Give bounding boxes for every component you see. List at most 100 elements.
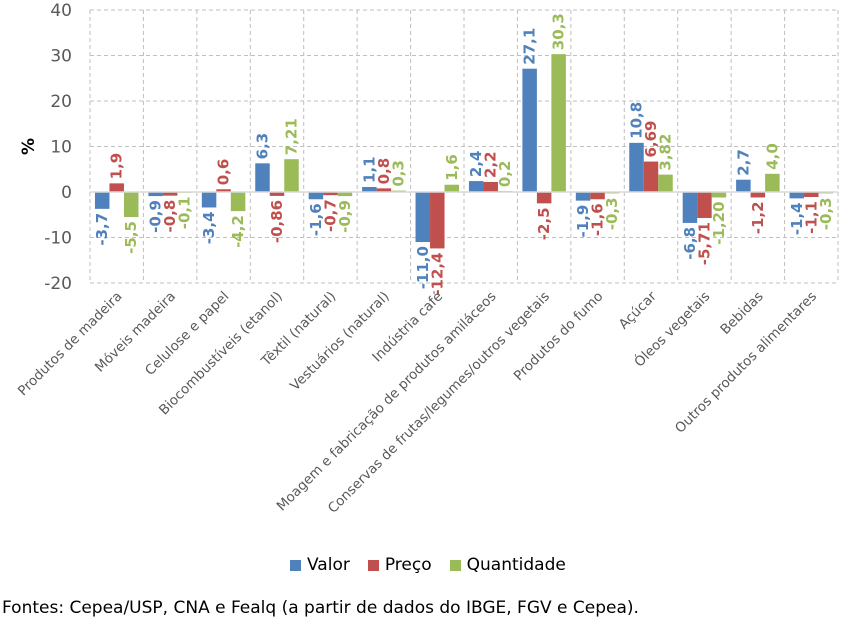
data-label: 0,8 [375, 158, 393, 185]
data-labels: -3,7 -0,9 -3,4 6,3 -1,6 1,1 -11,0 2,4 27,1 -1,9 10… [93, 13, 835, 296]
data-label: 2,4 [467, 151, 485, 178]
legend-item-preco: Preço [367, 555, 432, 575]
source-note: Fontes: Cepea/USP, CNA e Fealq (a partir… [2, 598, 639, 618]
legend-item-quantidade: Quantidade [449, 555, 566, 575]
category-label: Produtos de madeira [15, 289, 126, 400]
bar-preço [216, 189, 231, 192]
data-label: 3,82 [657, 134, 675, 171]
category-label: Bebidas [717, 289, 766, 338]
data-label: -11,0 [414, 246, 432, 289]
bar-valor [94, 192, 110, 209]
bar-valor [415, 192, 431, 243]
legend-swatch-preco [367, 559, 379, 571]
bar-preço [430, 192, 445, 249]
data-label: -2,5 [535, 207, 553, 240]
bar-valor [308, 192, 324, 200]
data-label: 0,6 [215, 159, 233, 186]
bar-preço [804, 192, 819, 198]
data-label: 1,6 [443, 154, 461, 181]
bar-valor [522, 68, 537, 192]
y-tick-label: 10 [50, 138, 72, 158]
data-label: 30,3 [550, 13, 568, 50]
bar-quantidade [444, 184, 460, 192]
bar-preço [483, 181, 498, 192]
bar-preço [536, 192, 552, 204]
data-label: -0,86 [268, 200, 286, 243]
category-label: Açúcar [616, 288, 660, 332]
y-axis-ticks: 40 30 20 10 0 -10 -20 [44, 1, 72, 294]
data-label: -0,8 [161, 200, 179, 233]
bar-quantidade [551, 54, 566, 193]
legend-label-valor: Valor [307, 555, 350, 575]
y-tick-label: 20 [50, 92, 72, 112]
data-label: -3,7 [93, 213, 111, 246]
data-label: -0,9 [336, 200, 354, 233]
data-label: 6,69 [642, 121, 660, 158]
bar-valor [629, 142, 644, 192]
y-tick-label: 40 [50, 1, 72, 21]
bar-quantidade [337, 192, 353, 197]
bar-preço [697, 192, 712, 218]
bar-preço [162, 192, 178, 196]
y-axis-label: % [19, 138, 39, 155]
data-label: -5,5 [122, 221, 140, 254]
data-label: -1,20 [710, 201, 728, 244]
category-label: Produtos do fumo [511, 289, 607, 385]
data-label: -1,1 [802, 201, 820, 234]
bar-valor [148, 192, 163, 197]
bar-preço [750, 192, 766, 198]
bars [94, 54, 834, 249]
y-tick-label: 30 [50, 47, 72, 67]
data-label: 0,2 [496, 161, 514, 188]
bar-valor [201, 192, 217, 208]
gridlines [89, 9, 839, 284]
data-label: 6,3 [254, 133, 272, 160]
bar-valor [789, 192, 805, 199]
bar-quantidade [711, 192, 727, 198]
data-label: -0,3 [817, 197, 835, 230]
data-label: 7,21 [283, 118, 301, 155]
data-label: -0,9 [147, 200, 165, 233]
bar-quantidade [658, 174, 673, 192]
bar-quantidade [284, 159, 299, 192]
bar-preço [590, 192, 605, 200]
data-label: -6,8 [681, 227, 699, 260]
bar-preço [376, 188, 392, 192]
bar-quantidade [230, 192, 246, 212]
data-label: 10,8 [628, 102, 646, 139]
data-label: -1,6 [589, 203, 607, 236]
data-label: -1,6 [307, 203, 325, 236]
legend-label-preco: Preço [384, 555, 432, 575]
legend-label-quantidade: Quantidade [466, 555, 566, 575]
bar-quantidade [123, 192, 139, 218]
bar-valor [468, 181, 484, 192]
data-label: -5,71 [695, 222, 713, 265]
legend-swatch-quantidade [449, 559, 461, 571]
bar-valor [736, 179, 751, 192]
bar-quantidade [765, 173, 780, 192]
data-label: -0,3 [603, 197, 621, 230]
data-label: -3,4 [200, 211, 218, 244]
data-label: 2,7 [734, 149, 752, 176]
bar-preço [323, 192, 338, 196]
bar-valor [255, 163, 270, 192]
legend-item-valor: Valor [290, 555, 350, 575]
y-tick-label: -20 [44, 274, 72, 294]
data-label: 1,9 [108, 153, 126, 180]
data-label: -1,4 [788, 202, 806, 235]
data-label: 2,2 [482, 151, 500, 178]
y-tick-label: 0 [61, 183, 72, 203]
data-label: 27,1 [521, 28, 539, 65]
data-label: -1,2 [749, 201, 767, 234]
legend-swatch-valor [290, 559, 301, 571]
bar-chart: 40 30 20 10 0 -10 -20 % -3,7 -0,9 -3,4 6,3 -1,6 1,1… [15, 1, 839, 517]
bar-valor [682, 192, 698, 223]
data-label: -12,4 [428, 252, 446, 295]
bar-valor [362, 186, 377, 192]
data-label: 0,3 [389, 160, 407, 187]
data-label: -1,9 [574, 205, 592, 238]
y-tick-label: -10 [44, 229, 72, 249]
data-label: -4,2 [229, 215, 247, 248]
category-label: Vestuários (natural) [287, 289, 393, 395]
